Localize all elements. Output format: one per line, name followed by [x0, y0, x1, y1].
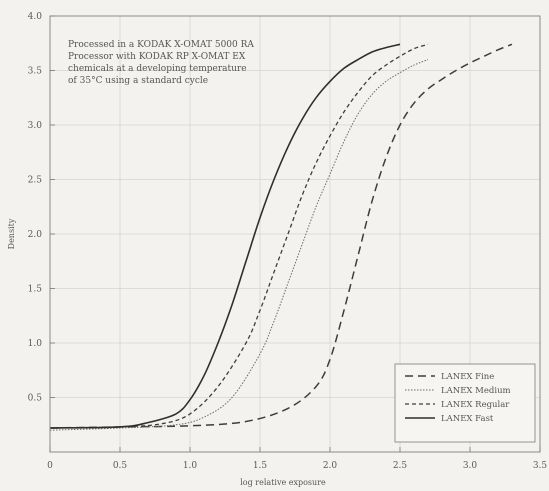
annotation-line: Processor with KODAK RP X-OMAT EX	[68, 52, 246, 62]
y-tick-label: 2.5	[28, 176, 43, 186]
y-axis-label: Density	[7, 218, 16, 249]
x-axis-label: log relative exposure	[240, 478, 326, 487]
annotation-line: of 35°C using a standard cycle	[68, 76, 208, 86]
y-tick-label: 1.5	[28, 285, 43, 295]
x-tick-label: 1.0	[183, 461, 198, 471]
x-tick-label: 2.0	[323, 461, 338, 471]
legend: LANEX Fine LANEX Medium LANEX Regular LANEX…	[394, 363, 536, 443]
x-tick-label: 0.5	[113, 461, 128, 471]
annotation-line: Processed in a KODAK X-OMAT 5000 RA	[68, 40, 254, 50]
x-tick-label: 0	[47, 461, 53, 471]
legend-label: LANEX Fine	[441, 372, 494, 382]
legend-box	[394, 363, 536, 443]
x-tick-label: 1.5	[253, 461, 268, 471]
y-tick-label: 4.0	[28, 12, 43, 22]
y-tick-label: 3.0	[28, 121, 43, 131]
y-tick-label: 3.5	[28, 67, 43, 77]
series-line-lanex-fast	[49, 43, 401, 429]
legend-label: LANEX Fast	[441, 414, 494, 424]
y-tick-label: 1.0	[28, 339, 43, 349]
y-tick-label: 2.0	[28, 230, 43, 240]
axes: 0 0.5 1.0 1.5 2.0 2.5 3.0 3.5 0.5 1.0 1.5 2.0 2.5 3.0…	[7, 12, 547, 487]
series-line-lanex-fine	[49, 43, 513, 429]
y-tick-label: 0.5	[28, 394, 43, 404]
legend-label: LANEX Medium	[441, 386, 511, 396]
legend-label: LANEX Regular	[441, 400, 510, 410]
annotation: Processed in a KODAK X-OMAT 5000 RA Proce…	[68, 40, 254, 86]
series-group	[49, 43, 513, 431]
annotation-line: chemicals at a developing temperature	[68, 64, 247, 74]
series-line-lanex-medium	[49, 59, 429, 431]
x-tick-label: 3.0	[463, 461, 478, 471]
x-tick-label: 3.5	[533, 461, 548, 471]
series-line-lanex-regular	[49, 43, 429, 429]
grid	[50, 16, 540, 452]
x-tick-label: 2.5	[393, 461, 408, 471]
